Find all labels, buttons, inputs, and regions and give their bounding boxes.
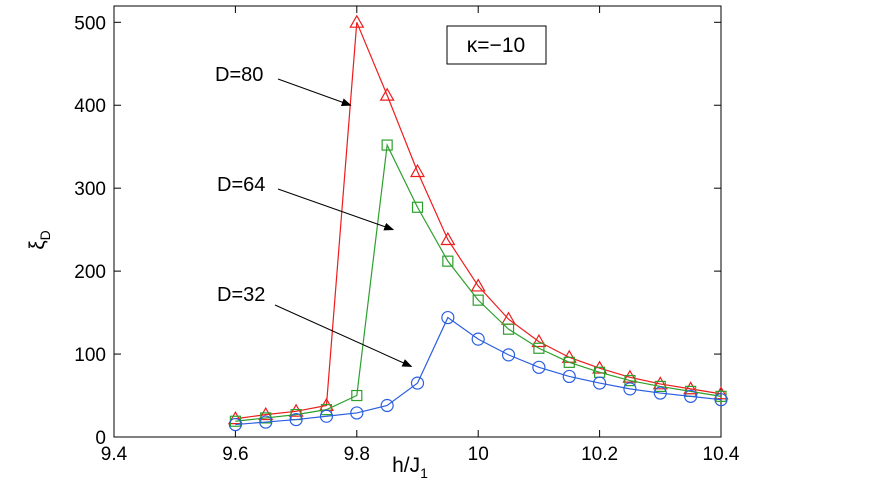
data-point-d-80 [622, 369, 638, 383]
x-axis-label-main: h/J [392, 454, 420, 477]
series-line-d-32 [235, 316, 722, 426]
data-point-d-32 [562, 369, 576, 384]
plot-frame [113, 5, 722, 438]
x-axis: 9.4 9.6 9.8 10 10.2 10.4 [101, 6, 740, 465]
data-point-d-80 [531, 333, 547, 348]
y-axis-label-main: ξ [26, 240, 49, 249]
annotation-label: D=80 [215, 64, 263, 86]
x-tick-label: 9.4 [101, 444, 128, 465]
data-point-d-64 [411, 201, 424, 213]
x-tick-label: 10 [468, 444, 489, 465]
annotations: D=80 D=64 D=32 [215, 64, 413, 367]
data-point-d-32 [684, 389, 698, 403]
data-point-d-32 [228, 417, 242, 432]
annotation-arrow [274, 304, 413, 367]
series-d-64 [229, 139, 727, 427]
y-tick-label: 200 [74, 262, 106, 283]
annotation-label: D=64 [217, 174, 265, 196]
data-point-d-80 [409, 163, 426, 178]
data-point-d-32 [532, 360, 546, 374]
x-tick-label: 10.4 [703, 444, 740, 465]
y-tick-label: 0 [95, 428, 106, 449]
data-point-d-32 [380, 398, 394, 413]
data-point-d-64 [654, 380, 666, 393]
data-point-d-64 [472, 294, 484, 306]
data-point-d-64 [320, 404, 333, 416]
y-tick-label: 500 [74, 13, 106, 34]
y-axis: 0 100 200 300 400 500 [74, 13, 721, 449]
data-point-d-80 [652, 376, 668, 390]
data-point-d-32 [350, 406, 364, 420]
legend-box: κ=−10 [446, 25, 547, 65]
data-point-d-64 [624, 375, 636, 387]
data-point-d-32 [592, 376, 607, 390]
data-point-d-80 [349, 14, 365, 28]
data-point-d-64 [351, 389, 363, 402]
data-point-d-80 [470, 278, 486, 292]
data-point-d-80 [258, 406, 274, 421]
annotation-arrow [277, 188, 395, 231]
data-point-d-80 [288, 403, 304, 417]
annotation-arrow [277, 78, 352, 106]
data-point-d-80 [379, 87, 395, 101]
x-axis-label: h/J1 [392, 454, 428, 481]
data-point-d-64 [442, 255, 454, 267]
data-point-d-64 [533, 342, 545, 354]
data-point-d-32 [501, 348, 516, 362]
y-axis-label: ξD [26, 230, 53, 250]
data-point-d-80 [227, 411, 243, 425]
data-point-d-80 [713, 386, 729, 400]
data-point-d-64 [381, 139, 393, 151]
data-point-d-32 [653, 386, 667, 400]
x-tick-label: 9.8 [344, 444, 370, 465]
data-point-d-32 [289, 412, 303, 427]
y-axis-label-subscript: D [37, 230, 53, 240]
data-point-d-32 [714, 393, 728, 407]
x-axis-label-subscript: 1 [420, 465, 428, 481]
data-point-d-32 [623, 382, 637, 396]
data-point-d-80 [683, 381, 699, 395]
data-point-d-64 [502, 323, 515, 335]
legend-box-text: κ=−10 [467, 34, 525, 57]
annotation-label: D=32 [217, 284, 265, 306]
series-line-d-64 [235, 142, 722, 422]
series-d-80 [227, 14, 729, 425]
data-point-d-80 [440, 231, 456, 246]
x-tick-label: 9.6 [222, 444, 248, 465]
series-line-d-80 [235, 22, 722, 420]
y-tick-label: 100 [74, 345, 106, 366]
data-point-d-32 [410, 376, 425, 390]
data-point-d-32 [319, 409, 334, 423]
y-tick-label: 400 [74, 96, 106, 117]
data-point-d-32 [471, 332, 485, 346]
data-point-d-32 [441, 310, 455, 325]
x-tick-label: 10.2 [581, 444, 618, 465]
series-layer [227, 14, 729, 432]
series-d-32 [228, 310, 728, 432]
y-tick-label: 300 [74, 179, 106, 200]
data-point-d-64 [563, 356, 575, 368]
data-point-d-32 [259, 415, 273, 429]
